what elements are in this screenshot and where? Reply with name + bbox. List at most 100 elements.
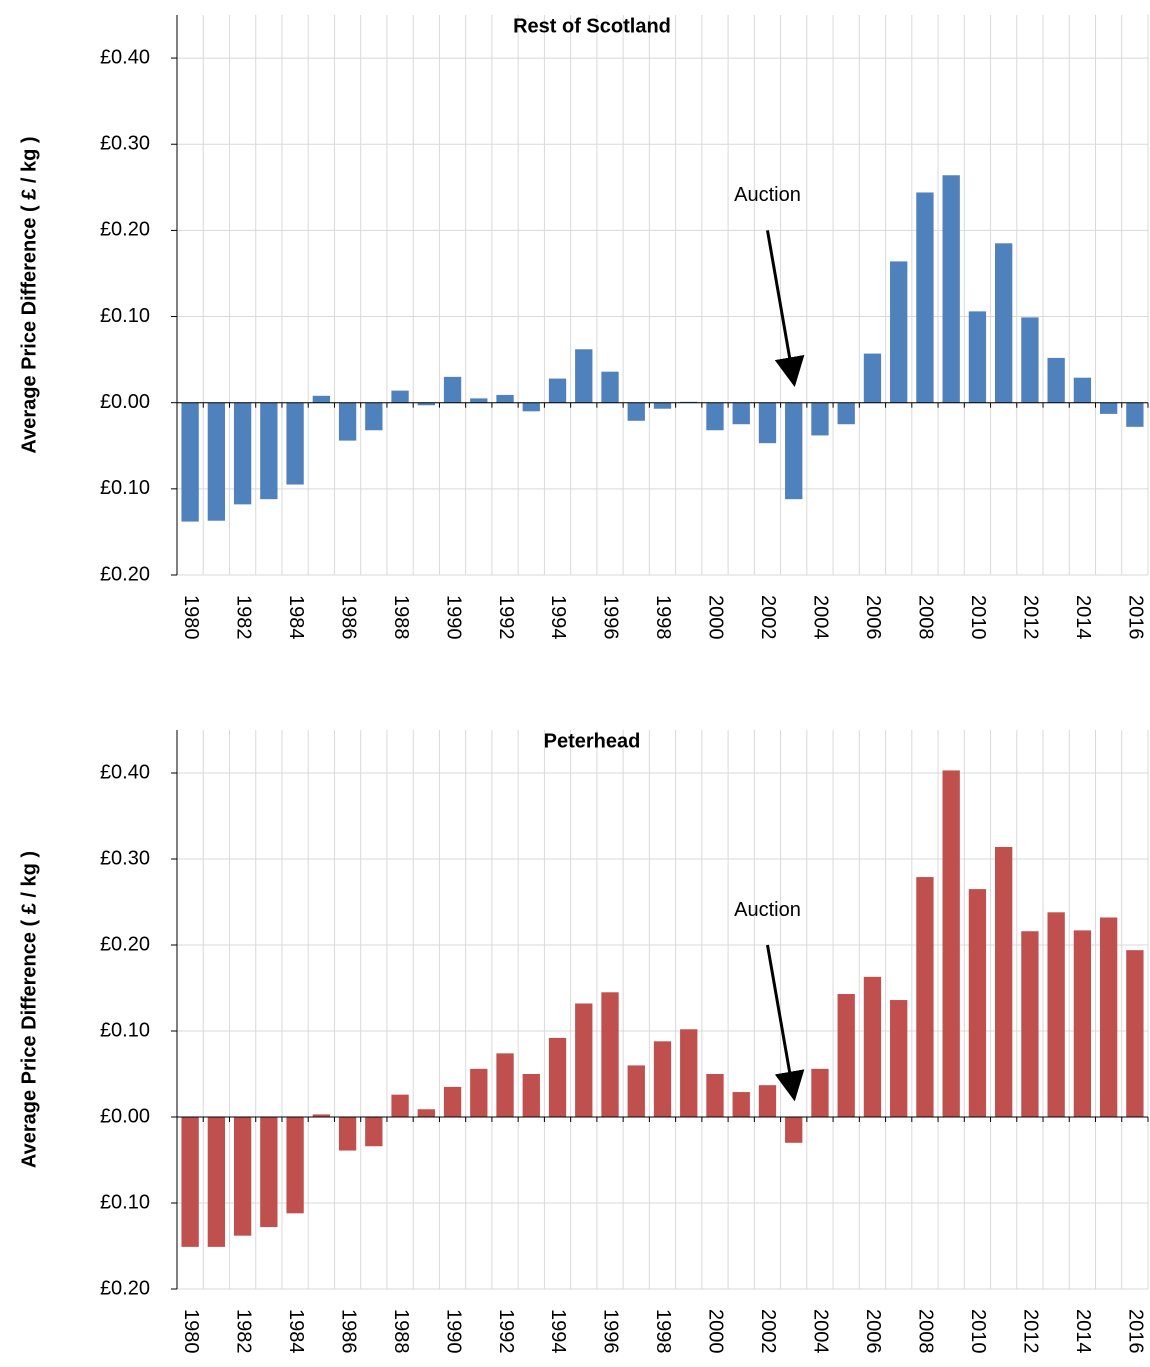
bar — [1126, 402, 1144, 427]
bar — [837, 402, 855, 425]
y-tick-label: £0.20 — [100, 933, 150, 955]
bar — [338, 402, 357, 441]
x-tick-label: 2014 — [1072, 595, 1094, 640]
bar — [916, 192, 934, 403]
bar — [496, 1053, 514, 1117]
x-tick-label: 1996 — [600, 595, 622, 640]
x-tick-label: 2004 — [810, 1309, 832, 1354]
x-tick-label: 1982 — [232, 1309, 254, 1354]
bar — [732, 402, 750, 425]
y-axis-label: Average Price Difference ( £ / kg ) — [18, 851, 40, 1168]
y-tick-label: £0.20 — [100, 219, 150, 241]
bar — [260, 1117, 278, 1228]
bar — [863, 976, 882, 1117]
bar — [575, 1003, 593, 1117]
x-tick-label: 2006 — [862, 1309, 884, 1354]
bar — [706, 1074, 724, 1117]
bar — [286, 1117, 304, 1214]
x-tick-label: 2014 — [1072, 1309, 1094, 1354]
bar — [233, 1117, 252, 1236]
bar — [653, 1041, 672, 1117]
bar — [627, 1065, 645, 1117]
bar — [706, 402, 724, 431]
bar — [1099, 917, 1118, 1117]
bar — [916, 877, 934, 1117]
chart-title: Rest of Scotland — [513, 15, 671, 37]
bar — [260, 402, 278, 500]
bar — [470, 1068, 488, 1117]
y-tick-label: £0.40 — [100, 761, 150, 783]
x-tick-label: 2010 — [967, 1309, 989, 1354]
x-tick-label: 2016 — [1125, 595, 1147, 640]
bar — [785, 402, 803, 500]
bar — [1126, 950, 1144, 1117]
bar — [680, 1029, 698, 1117]
x-tick-label: 2006 — [862, 595, 884, 640]
annotation-arrow — [765, 944, 805, 1102]
bar — [548, 1037, 567, 1117]
annotation: Auction — [734, 184, 801, 206]
x-tick-label: 1986 — [337, 595, 359, 640]
y-tick-label: £0.40 — [100, 46, 150, 68]
bar — [312, 395, 330, 403]
bar — [1047, 357, 1065, 403]
x-tick-label: 1990 — [442, 1309, 464, 1354]
y-tick-label: £0.30 — [100, 847, 150, 869]
y-tick-label: £0.10 — [100, 1191, 150, 1213]
bar — [233, 402, 252, 505]
bar — [811, 1068, 829, 1117]
bar — [417, 402, 435, 406]
x-tick-label: 1984 — [285, 1309, 307, 1354]
bar — [470, 398, 488, 403]
y-tick-label: £0.20 — [100, 563, 150, 585]
x-tick-label: 2002 — [757, 1309, 779, 1354]
bar — [995, 846, 1013, 1117]
y-tick-label: £0.10 — [100, 1019, 150, 1041]
bar — [942, 770, 960, 1117]
bar — [286, 402, 304, 485]
bar — [1073, 930, 1092, 1117]
bar — [575, 349, 593, 403]
bar — [1047, 912, 1065, 1117]
bar — [601, 371, 619, 403]
bar — [995, 243, 1013, 403]
x-tick-label: 2008 — [915, 1309, 937, 1354]
x-tick-label: 2008 — [915, 595, 937, 640]
y-tick-label: £0.00 — [100, 1105, 150, 1127]
bar — [391, 1094, 409, 1117]
bar — [1073, 377, 1092, 403]
bar — [1021, 317, 1039, 403]
x-tick-label: 1988 — [390, 1309, 412, 1354]
x-tick-label: 2004 — [810, 595, 832, 640]
chart-title: Peterhead — [544, 730, 641, 752]
bar — [338, 1117, 357, 1151]
annotation: Auction — [734, 899, 801, 921]
bar — [758, 402, 777, 444]
x-tick-label: 1980 — [180, 1309, 202, 1354]
bar — [758, 1085, 777, 1117]
x-tick-label: 1980 — [180, 595, 202, 640]
x-tick-label: 2000 — [705, 1309, 727, 1354]
x-tick-label: 1994 — [547, 1309, 569, 1354]
x-tick-label: 2000 — [705, 595, 727, 640]
y-tick-label: £0.30 — [100, 133, 150, 155]
bar — [627, 402, 645, 421]
x-tick-label: 2012 — [1020, 595, 1042, 640]
y-tick-label: £0.00 — [100, 391, 150, 413]
bar — [1021, 931, 1039, 1117]
y-tick-label: £0.10 — [100, 477, 150, 499]
bar — [207, 1117, 226, 1247]
annotation-arrow — [765, 230, 805, 388]
x-tick-label: 1998 — [652, 595, 674, 640]
bar — [312, 1114, 330, 1117]
bar — [181, 1117, 199, 1247]
bar — [732, 1092, 750, 1117]
bar — [968, 889, 987, 1117]
y-tick-label: £0.10 — [100, 305, 150, 327]
bar — [1099, 402, 1118, 414]
bar — [522, 1074, 540, 1117]
bar — [365, 402, 383, 431]
bar — [496, 394, 514, 403]
bar — [443, 376, 462, 403]
